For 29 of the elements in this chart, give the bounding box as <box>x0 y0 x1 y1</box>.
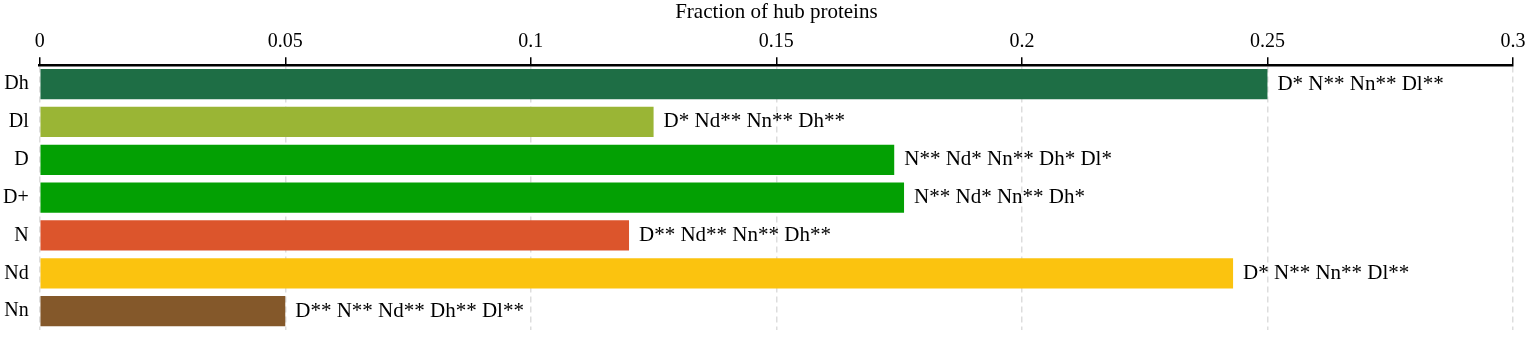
x-tick-label: 0.05 <box>267 29 303 52</box>
y-tick-label: D+ <box>2 184 29 207</box>
y-tick-label: Nn <box>4 298 29 321</box>
bar <box>40 182 905 213</box>
annotation: D* N** Nn** Dl** <box>1277 70 1444 95</box>
y-tick-label: Dl <box>8 109 30 132</box>
y-tick-label: D <box>14 147 29 170</box>
x-tick-label: 0.15 <box>758 29 794 52</box>
y-tick-label: N <box>14 222 29 245</box>
annotation: D* Nd** Nn** Dh** <box>663 108 846 133</box>
bar <box>40 106 654 138</box>
bar <box>40 295 286 327</box>
bar <box>40 220 630 251</box>
annotation: D** N** Nd** Dh** Dl** <box>295 297 524 322</box>
x-tick-label: 0.3 <box>1500 29 1526 52</box>
bar <box>40 68 1268 100</box>
y-tick-label: Dh <box>4 71 29 94</box>
x-tick-label: 0.2 <box>1009 29 1035 52</box>
x-tick-label: 0.1 <box>518 29 544 52</box>
bar <box>40 258 1234 289</box>
x-tick-label: 0.25 <box>1249 29 1285 52</box>
annotation: D* N** Nn** Dl** <box>1243 259 1410 284</box>
x-tick-label: 0 <box>34 29 45 52</box>
annotation: N** Nd* Nn** Dh* Dl* <box>904 146 1112 171</box>
annotation: N** Nd* Nn** Dh* <box>914 184 1085 209</box>
bar <box>40 144 895 175</box>
y-tick-label: Nd <box>4 260 29 283</box>
annotation: D** Nd** Nn** Dh** <box>639 221 831 246</box>
x-axis-title: Fraction of hub proteins <box>675 0 878 24</box>
